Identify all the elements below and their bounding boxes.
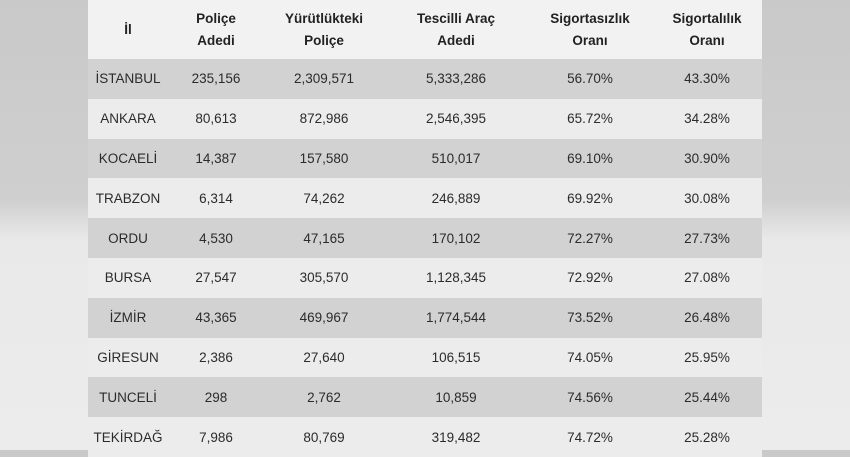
cell-province: KOCAELİ [98, 150, 158, 166]
cell-sigortasizlik: 69.10% [567, 150, 613, 166]
table-header: İl Poliçe Adedi Yürütlükteki Poliçe Tesc… [88, 0, 762, 59]
cell-police-adedi: 2,386 [199, 349, 233, 365]
header-police-adedi: Poliçe Adedi [196, 10, 236, 48]
table-row: KOCAELİ 14,387 157,580 510,017 69.10% 30… [88, 138, 762, 179]
cell-sigortasizlik: 74.72% [567, 429, 613, 445]
cell-police-adedi: 4,530 [199, 230, 233, 246]
cell-province: TRABZON [95, 190, 161, 206]
header-sigortalilik-orani: Sigortalılık Oranı [672, 10, 742, 48]
cell-police-adedi: 7,986 [199, 429, 233, 445]
cell-sigortalilik: 30.90% [684, 150, 730, 166]
table-row: TUNCELİ 298 2,762 10,859 74.56% 25.44% [88, 377, 762, 418]
table-row: GİRESUN 2,386 27,640 106,515 74.05% 25.9… [88, 337, 762, 378]
cell-yurutlukteki-police: 80,769 [303, 429, 345, 445]
header-il: İl [124, 21, 132, 37]
cell-tescilli-arac: 106,515 [431, 349, 481, 365]
cell-yurutlukteki-police: 157,580 [299, 150, 349, 166]
table-row: ORDU 4,530 47,165 170,102 72.27% 27.73% [88, 218, 762, 258]
cell-sigortalilik: 43.30% [684, 71, 730, 87]
cell-yurutlukteki-police: 47,165 [303, 230, 345, 246]
cell-sigortalilik: 34.28% [684, 111, 730, 127]
cell-sigortasizlik: 73.52% [567, 310, 613, 326]
cell-province: TEKİRDAĞ [93, 429, 163, 445]
cell-province: İSTANBUL [95, 71, 161, 87]
cell-sigortasizlik: 69.92% [567, 190, 613, 206]
cell-yurutlukteki-police: 469,967 [299, 310, 349, 326]
table-row: İZMİR 43,365 469,967 1,774,544 73.52% 26… [88, 297, 762, 338]
cell-sigortalilik: 27.73% [684, 230, 730, 246]
cell-province: İZMİR [109, 310, 147, 326]
header-row: İl Poliçe Adedi Yürütlükteki Poliçe Tesc… [88, 0, 762, 59]
cell-sigortalilik: 25.28% [684, 429, 730, 445]
cell-tescilli-arac: 1,128,345 [425, 270, 487, 286]
cell-tescilli-arac: 10,859 [435, 389, 477, 405]
insurance-table-container: İl Poliçe Adedi Yürütlükteki Poliçe Tesc… [88, 0, 762, 457]
cell-tescilli-arac: 2,546,395 [425, 111, 487, 127]
cell-sigortasizlik: 74.05% [567, 349, 613, 365]
cell-sigortasizlik: 74.56% [567, 389, 613, 405]
cell-tescilli-arac: 170,102 [431, 230, 481, 246]
cell-province: ANKARA [100, 111, 156, 127]
cell-sigortalilik: 26.48% [684, 310, 730, 326]
cell-tescilli-arac: 510,017 [431, 150, 481, 166]
cell-sigortalilik: 30.08% [684, 190, 730, 206]
cell-tescilli-arac: 5,333,286 [425, 71, 487, 87]
cell-tescilli-arac: 1,774,544 [425, 310, 487, 326]
table-body: İSTANBUL 235,156 2,309,571 5,333,286 56.… [88, 59, 762, 457]
cell-police-adedi: 235,156 [191, 71, 241, 87]
cell-tescilli-arac: 319,482 [431, 429, 481, 445]
cell-sigortasizlik: 65.72% [567, 111, 613, 127]
cell-sigortalilik: 25.44% [684, 389, 730, 405]
cell-police-adedi: 14,387 [195, 150, 237, 166]
cell-sigortasizlik: 56.70% [567, 71, 613, 87]
cell-yurutlukteki-police: 27,640 [303, 349, 345, 365]
cell-police-adedi: 298 [204, 389, 228, 405]
cell-sigortasizlik: 72.92% [567, 270, 613, 286]
cell-yurutlukteki-police: 2,309,571 [293, 71, 355, 87]
cell-province: BURSA [104, 270, 152, 286]
header-sigortasizlik-orani: Sigortasızlık Oranı [550, 10, 630, 48]
table-row: TRABZON 6,314 74,262 246,889 69.92% 30.0… [88, 178, 762, 219]
table-row: TEKİRDAĞ 7,986 80,769 319,482 74.72% 25.… [88, 417, 762, 457]
header-yurutlukteki-police: Yürütlükteki Poliçe [284, 10, 363, 48]
cell-province: ORDU [108, 230, 148, 246]
cell-yurutlukteki-police: 74,262 [303, 190, 345, 206]
table-row: İSTANBUL 235,156 2,309,571 5,333,286 56.… [88, 59, 762, 99]
cell-sigortalilik: 25.95% [684, 349, 730, 365]
cell-sigortasizlik: 72.27% [567, 230, 613, 246]
cell-yurutlukteki-police: 2,762 [307, 389, 341, 405]
cell-sigortalilik: 27.08% [684, 270, 730, 286]
cell-police-adedi: 27,547 [195, 270, 237, 286]
cell-police-adedi: 43,365 [195, 310, 237, 326]
cell-police-adedi: 80,613 [195, 111, 237, 127]
cell-police-adedi: 6,314 [199, 190, 233, 206]
cell-province: TUNCELİ [99, 389, 157, 405]
cell-yurutlukteki-police: 305,570 [299, 270, 349, 286]
cell-yurutlukteki-police: 872,986 [299, 111, 349, 127]
cell-province: GİRESUN [97, 349, 159, 365]
cell-tescilli-arac: 246,889 [431, 190, 481, 206]
table-row: ANKARA 80,613 872,986 2,546,395 65.72% 3… [88, 98, 762, 139]
header-tescilli-arac-adedi: Tescilli Araç Adedi [416, 10, 496, 48]
table-row: BURSA 27,547 305,570 1,128,345 72.92% 27… [88, 257, 762, 298]
insurance-rates-table: İl Poliçe Adedi Yürütlükteki Poliçe Tesc… [88, 0, 762, 457]
